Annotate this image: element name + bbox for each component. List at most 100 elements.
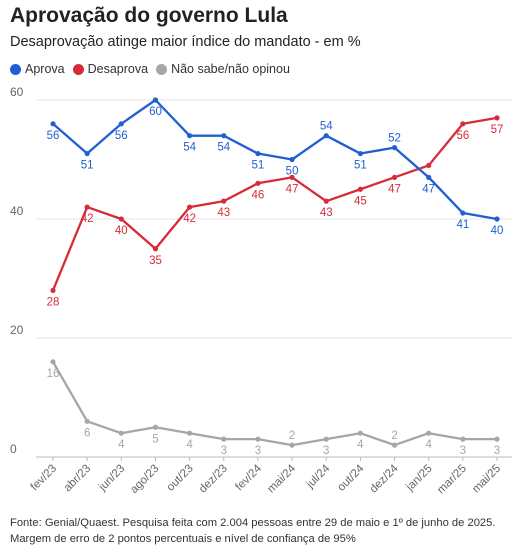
x-tick-label: ago/23 xyxy=(128,463,161,496)
data-label-aprova: 40 xyxy=(491,225,504,237)
data-label-aprova: 52 xyxy=(388,133,401,145)
data-label-nao_sabe: 3 xyxy=(255,445,261,457)
legend-swatch-desaprova xyxy=(72,63,84,75)
series-line-desaprova xyxy=(51,116,498,291)
data-label-aprova: 51 xyxy=(252,160,265,172)
data-point-aprova[interactable] xyxy=(494,216,500,222)
data-point-desaprova[interactable] xyxy=(118,216,124,222)
data-point-aprova[interactable] xyxy=(323,133,329,139)
footer-margin: Margem de erro de 2 pontos percentuais e… xyxy=(10,533,356,545)
data-point-desaprova[interactable] xyxy=(187,204,193,210)
data-point-desaprova[interactable] xyxy=(460,121,466,127)
data-point-nao_sabe[interactable] xyxy=(84,418,90,424)
series-line-nao_sabe xyxy=(52,361,497,447)
data-point-aprova[interactable] xyxy=(84,150,90,157)
legend-swatch-nao-sabe xyxy=(156,63,168,75)
data-point-nao_sabe[interactable] xyxy=(494,436,500,442)
legend-item-nao-sabe[interactable]: Não sabe/não opinou xyxy=(156,62,290,76)
data-point-nao_sabe[interactable] xyxy=(152,424,159,430)
data-point-desaprova[interactable] xyxy=(289,174,295,180)
x-tick-label: jun/23 xyxy=(96,463,127,494)
data-point-nao_sabe[interactable] xyxy=(118,430,124,436)
data-point-nao_sabe[interactable] xyxy=(187,430,193,436)
x-tick-label: mai/25 xyxy=(470,463,503,496)
data-label-desaprova: 28 xyxy=(47,296,60,308)
data-label-desaprova: 56 xyxy=(456,130,469,142)
data-label-nao_sabe: 5 xyxy=(152,433,158,445)
data-label-desaprova: 47 xyxy=(388,183,401,195)
data-point-aprova[interactable] xyxy=(50,121,56,127)
data-point-nao_sabe[interactable] xyxy=(255,436,261,442)
data-label-nao_sabe: 4 xyxy=(186,439,193,451)
data-point-desaprova[interactable] xyxy=(152,246,159,252)
data-label-desaprova: 47 xyxy=(286,183,299,195)
chart-title: Aprovação do governo Lula xyxy=(10,4,288,27)
data-label-desaprova: 42 xyxy=(81,213,94,225)
data-label-nao_sabe: 2 xyxy=(391,430,397,442)
data-point-desaprova[interactable] xyxy=(323,198,329,204)
legend-swatch-aprova xyxy=(10,63,21,75)
data-label-desaprova: 43 xyxy=(320,207,333,219)
chart-footer: Fonte: Genial/Quaest. Pesquisa feita com… xyxy=(10,515,520,547)
data-point-nao_sabe[interactable] xyxy=(357,430,363,436)
data-label-aprova: 56 xyxy=(47,130,60,142)
data-point-desaprova[interactable] xyxy=(255,180,261,186)
footer-source: Fonte: Genial/Quaest. Pesquisa feita com… xyxy=(10,517,496,529)
series-line-aprova xyxy=(52,98,498,221)
data-point-aprova[interactable] xyxy=(391,145,398,151)
data-point-aprova[interactable] xyxy=(187,133,193,139)
data-point-aprova[interactable] xyxy=(255,150,261,157)
data-point-desaprova[interactable] xyxy=(221,198,227,204)
data-point-aprova[interactable] xyxy=(118,121,124,127)
x-tick-label: jan/25 xyxy=(403,463,434,494)
data-label-desaprova: 43 xyxy=(217,207,230,219)
data-label-nao_sabe: 4 xyxy=(425,439,432,451)
data-label-aprova: 47 xyxy=(422,183,435,195)
data-point-aprova[interactable] xyxy=(152,97,159,103)
data-label-desaprova: 42 xyxy=(183,213,196,225)
data-point-aprova[interactable] xyxy=(221,133,227,139)
data-point-desaprova[interactable] xyxy=(357,186,363,192)
data-label-aprova: 56 xyxy=(115,130,128,142)
legend-label-desaprova: Desaprova xyxy=(87,62,149,76)
x-tick-label: fev/23 xyxy=(28,463,59,494)
data-point-aprova[interactable] xyxy=(357,150,363,157)
data-point-aprova[interactable] xyxy=(426,174,432,180)
data-point-nao_sabe[interactable] xyxy=(391,442,398,448)
data-point-desaprova[interactable] xyxy=(426,162,432,169)
legend-item-aprova[interactable]: Aprova xyxy=(10,62,65,76)
data-point-desaprova[interactable] xyxy=(391,174,398,180)
data-point-aprova[interactable] xyxy=(460,210,466,216)
data-point-nao_sabe[interactable] xyxy=(289,442,295,448)
data-point-nao_sabe[interactable] xyxy=(221,436,227,442)
y-tick-label: 40 xyxy=(10,204,24,218)
data-point-nao_sabe[interactable] xyxy=(50,359,56,365)
chart-legend: Aprova Desaprova Não sabe/não opinou xyxy=(10,62,290,76)
data-label-aprova: 51 xyxy=(354,160,367,172)
data-label-aprova: 41 xyxy=(456,219,469,231)
y-tick-label: 0 xyxy=(10,442,17,456)
legend-label-nao-sabe: Não sabe/não opinou xyxy=(171,62,290,76)
data-label-nao_sabe: 4 xyxy=(118,439,125,451)
x-tick-label: dez/24 xyxy=(368,462,401,495)
data-label-nao_sabe: 4 xyxy=(357,439,364,451)
data-point-desaprova[interactable] xyxy=(50,287,56,293)
legend-item-desaprova[interactable]: Desaprova xyxy=(72,62,149,76)
data-point-nao_sabe[interactable] xyxy=(323,436,329,442)
data-label-nao_sabe: 6 xyxy=(84,427,90,439)
data-point-nao_sabe[interactable] xyxy=(460,436,466,442)
legend-label-aprova: Aprova xyxy=(25,62,65,76)
x-tick-label: abr/23 xyxy=(62,463,94,495)
x-tick-label: out/23 xyxy=(165,463,196,494)
data-point-desaprova[interactable] xyxy=(494,115,500,121)
data-label-aprova: 60 xyxy=(149,106,162,118)
data-point-desaprova[interactable] xyxy=(84,204,90,210)
x-tick-label: mar/25 xyxy=(435,463,469,497)
data-point-aprova[interactable] xyxy=(289,156,295,163)
data-point-nao_sabe[interactable] xyxy=(426,430,432,436)
data-label-nao_sabe: 3 xyxy=(323,445,329,457)
data-label-desaprova: 45 xyxy=(354,195,367,207)
data-label-nao_sabe: 3 xyxy=(221,445,227,457)
